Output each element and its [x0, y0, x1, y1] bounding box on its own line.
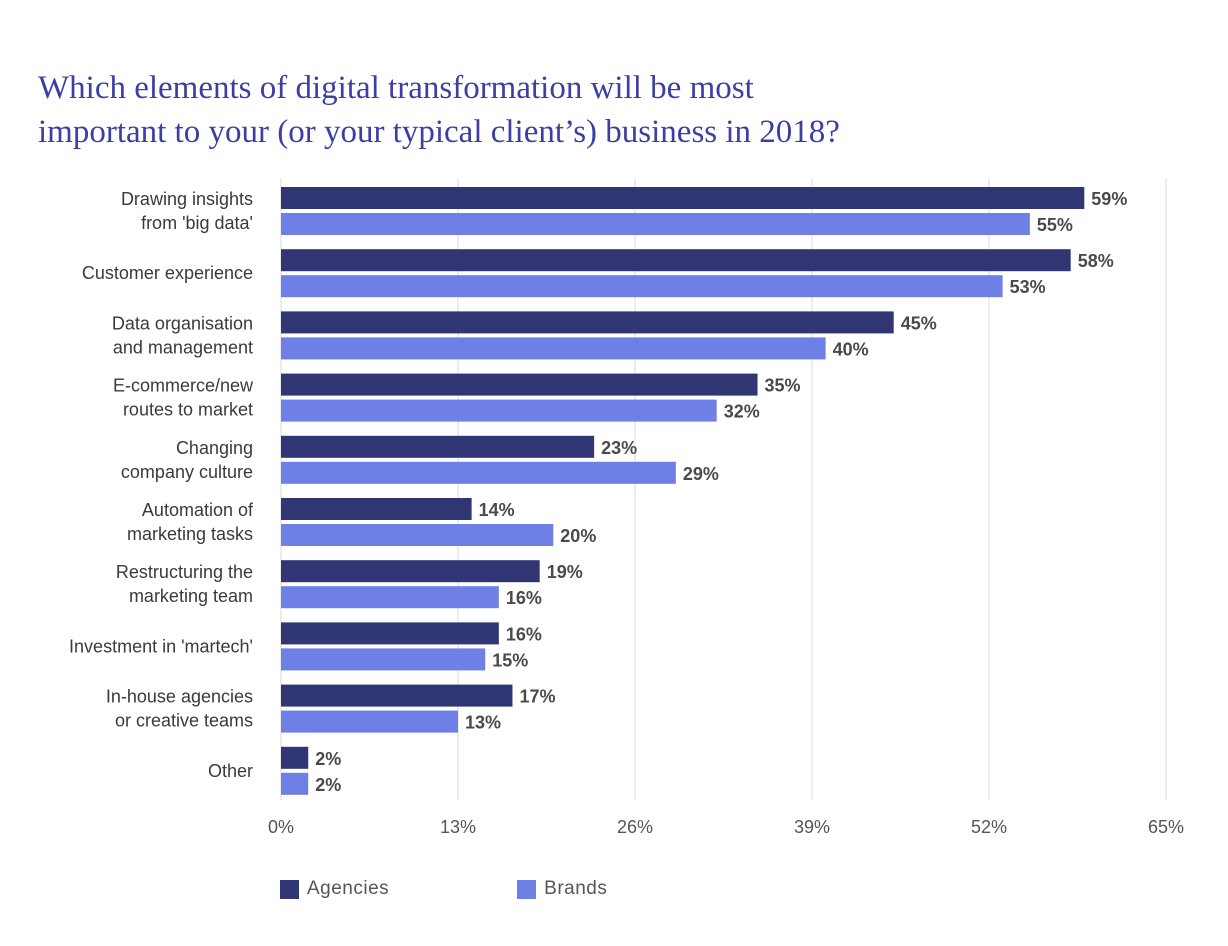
- bar-brands: [281, 586, 499, 609]
- data-label: 45%: [901, 313, 937, 333]
- bar-agencies: [281, 435, 595, 458]
- legend-label-brands: Brands: [544, 878, 608, 899]
- category-label: In-house agencies: [106, 687, 253, 707]
- x-tick-label: 0%: [268, 817, 294, 837]
- x-tick-label: 13%: [440, 817, 476, 837]
- category-label: Data organisation: [112, 313, 253, 333]
- data-label: 40%: [833, 339, 869, 359]
- bar-agencies: [281, 684, 513, 707]
- chart-title-line-1: Which elements of digital transformation…: [38, 70, 754, 106]
- category-label: Restructuring the: [116, 562, 253, 582]
- category-label: company culture: [121, 462, 253, 482]
- bar-agencies: [281, 373, 758, 396]
- category-label: marketing tasks: [127, 524, 253, 544]
- legend-label-agencies: Agencies: [307, 878, 390, 899]
- bar-brands: [281, 337, 826, 360]
- bar-agencies: [281, 249, 1071, 272]
- data-label: 16%: [506, 588, 542, 608]
- x-tick-label: 52%: [971, 817, 1007, 837]
- category-label: marketing team: [129, 586, 253, 606]
- category-label: routes to market: [123, 400, 253, 420]
- legend-item-brands: Brands: [517, 878, 607, 900]
- chart-title: Which elements of digital transformation…: [38, 66, 1038, 154]
- data-label: 14%: [479, 500, 515, 520]
- bar-brands: [281, 710, 458, 733]
- bar-agencies: [281, 498, 472, 520]
- category-label: Changing: [176, 438, 253, 458]
- bar-agencies: [281, 746, 309, 769]
- legend-item-agencies: Agencies: [280, 878, 389, 900]
- data-label: 17%: [519, 687, 555, 707]
- bar-agencies: [281, 187, 1085, 209]
- legend-swatch-brands: [517, 879, 537, 899]
- data-label: 2%: [315, 775, 341, 795]
- category-label: Investment in 'martech': [69, 636, 253, 656]
- data-label: 20%: [560, 526, 596, 546]
- bar-agencies: [281, 311, 894, 334]
- bar-brands: [281, 772, 309, 795]
- bar-brands: [281, 213, 1030, 235]
- data-label: 15%: [492, 650, 528, 670]
- category-label: and management: [113, 337, 253, 357]
- bar-brands: [281, 524, 554, 546]
- bar-brands: [281, 461, 676, 484]
- bar-brands: [281, 648, 486, 671]
- chart-title-line-2: important to your (or your typical clien…: [38, 114, 840, 150]
- data-label: 58%: [1078, 251, 1114, 271]
- bar-chart: 0% 13% 26% 39% 52% 65% 59% 55% Drawing insights f…: [69, 178, 1184, 837]
- data-label: 53%: [1010, 277, 1046, 297]
- x-tick-label: 39%: [794, 817, 830, 837]
- data-label: 55%: [1037, 215, 1073, 235]
- category-label: from 'big data': [141, 213, 253, 233]
- legend-swatch-agencies: [280, 879, 299, 899]
- data-label: 19%: [547, 562, 583, 582]
- category-label: or creative teams: [115, 711, 253, 731]
- x-tick-label: 26%: [617, 817, 653, 837]
- bar-brands: [281, 399, 717, 422]
- legend: Agencies Brands: [280, 878, 735, 900]
- category-label: Customer experience: [82, 263, 253, 283]
- data-label: 16%: [506, 624, 542, 644]
- data-label: 35%: [765, 376, 801, 396]
- data-label: 13%: [465, 713, 501, 733]
- x-tick-label: 65%: [1148, 817, 1184, 837]
- category-label: Other: [208, 761, 253, 781]
- data-label: 32%: [724, 402, 760, 422]
- data-label: 23%: [601, 438, 637, 458]
- data-label: 29%: [683, 464, 719, 484]
- bar-brands: [281, 275, 1003, 298]
- category-label: E-commerce/new: [113, 376, 254, 396]
- data-label: 2%: [315, 749, 341, 769]
- bar-agencies: [281, 622, 499, 645]
- category-label: Automation of: [142, 500, 254, 520]
- data-label: 59%: [1091, 189, 1127, 209]
- category-label: Drawing insights: [121, 189, 253, 209]
- bar-agencies: [281, 560, 540, 583]
